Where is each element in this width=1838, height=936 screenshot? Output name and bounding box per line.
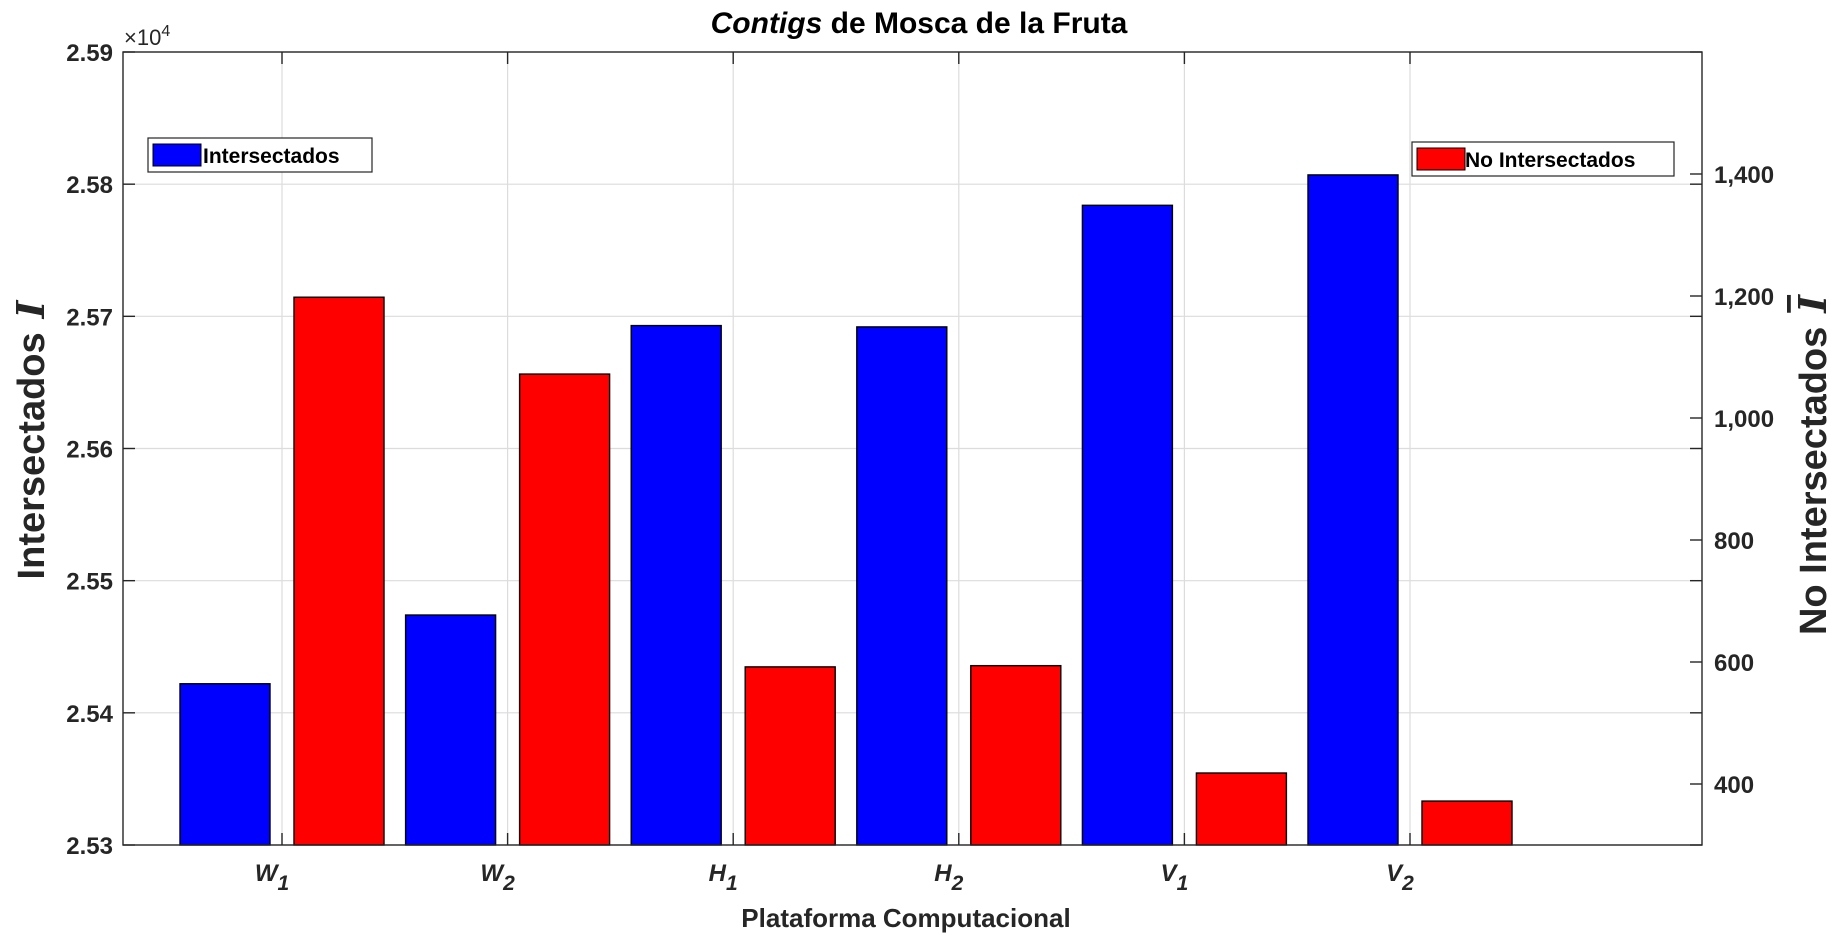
bar-no-intersectados bbox=[744, 666, 836, 846]
legend-right-label: No Intersectados bbox=[1465, 149, 1635, 172]
bar-no-intersectados bbox=[293, 296, 385, 846]
y-right-tick-label: 600 bbox=[1714, 650, 1754, 677]
legend-left-label: Intersectados bbox=[203, 145, 340, 168]
y-left-tick-label: 2.54 bbox=[66, 701, 113, 728]
bar-intersectados bbox=[1307, 174, 1399, 846]
y-right-tick-label: 800 bbox=[1714, 528, 1754, 555]
x-tick-label: V1 bbox=[1161, 860, 1189, 895]
x-tick-label-subscript: 1 bbox=[277, 872, 289, 895]
y-right-tick-label: 1,400 bbox=[1714, 162, 1774, 189]
legend-right-swatch bbox=[1416, 147, 1466, 171]
y-left-tick-label: 2.56 bbox=[66, 437, 113, 464]
x-tick-label-base: W bbox=[255, 860, 280, 887]
x-tick-label: V2 bbox=[1386, 860, 1414, 895]
legend-right: No Intersectados bbox=[1411, 141, 1675, 177]
x-tick-label-base: H bbox=[934, 860, 952, 887]
bar-intersectados bbox=[1081, 204, 1174, 846]
bar-no-intersectados bbox=[1195, 772, 1288, 846]
x-tick-label: H1 bbox=[709, 860, 738, 895]
x-tick-label-subscript: 1 bbox=[726, 872, 738, 895]
x-tick-label: W2 bbox=[480, 860, 515, 895]
bar-no-intersectados bbox=[970, 664, 1062, 846]
exponent-power: 4 bbox=[161, 23, 170, 40]
y-left-tick-label: 2.59 bbox=[66, 40, 113, 67]
y-right-label-symbol: I bbox=[1790, 294, 1835, 314]
x-axis-label: Plataforma Computacional bbox=[741, 903, 1070, 933]
x-tick-label-base: V bbox=[1161, 860, 1179, 887]
y-left-exponent: ×104 bbox=[124, 23, 170, 50]
y-left-tick-label: 2.58 bbox=[66, 172, 113, 199]
legend-left-swatch bbox=[152, 143, 202, 167]
x-tick-label-base: W bbox=[480, 860, 505, 887]
y-right-tick-label: 1,000 bbox=[1714, 406, 1774, 433]
y-left-tick-label: 2.57 bbox=[66, 304, 113, 331]
bar-intersectados bbox=[404, 614, 497, 846]
exponent-base: ×10 bbox=[124, 25, 161, 50]
y-right-tick-label: 1,200 bbox=[1714, 284, 1774, 311]
x-tick-label: H2 bbox=[934, 860, 963, 895]
chart-title-italic: Contigs bbox=[711, 7, 823, 40]
chart-title-rest: de Mosca de la Fruta bbox=[822, 7, 1127, 40]
y-left-tick-label: 2.55 bbox=[66, 569, 113, 596]
legend-left: Intersectados bbox=[147, 137, 373, 173]
bar-intersectados bbox=[630, 324, 722, 846]
y-left-label: Intersectados I bbox=[8, 299, 53, 579]
x-tick-label-base: V bbox=[1386, 860, 1404, 887]
y-right-tick-label: 400 bbox=[1714, 772, 1754, 799]
x-tick-label: W1 bbox=[255, 860, 289, 895]
chart-title: Contigs de Mosca de la Fruta bbox=[711, 7, 1128, 40]
x-tick-label-subscript: 2 bbox=[502, 872, 515, 895]
bar-intersectados bbox=[179, 683, 271, 846]
bar-no-intersectados bbox=[518, 373, 611, 846]
x-tick-label-subscript: 1 bbox=[1177, 872, 1189, 895]
x-tick-label-subscript: 2 bbox=[1401, 872, 1414, 895]
plot-area: 2.53 2.54 2.55 2.56 2.57 2.58 2.59 400 600 800 1,0… bbox=[66, 40, 1774, 895]
bar-no-intersectados bbox=[1421, 800, 1513, 846]
y-left-label-text: Intersectados bbox=[11, 332, 53, 579]
y-right-label: No Intersectados I bbox=[1790, 294, 1835, 635]
y-left-label-symbol: I bbox=[8, 299, 53, 319]
x-tick-label-subscript: 2 bbox=[951, 872, 964, 895]
bar-intersectados bbox=[856, 326, 948, 846]
y-right-label-text: No Intersectados bbox=[1793, 327, 1835, 635]
x-tick-label-base: H bbox=[709, 860, 727, 887]
y-left-tick-label: 2.53 bbox=[66, 833, 113, 860]
